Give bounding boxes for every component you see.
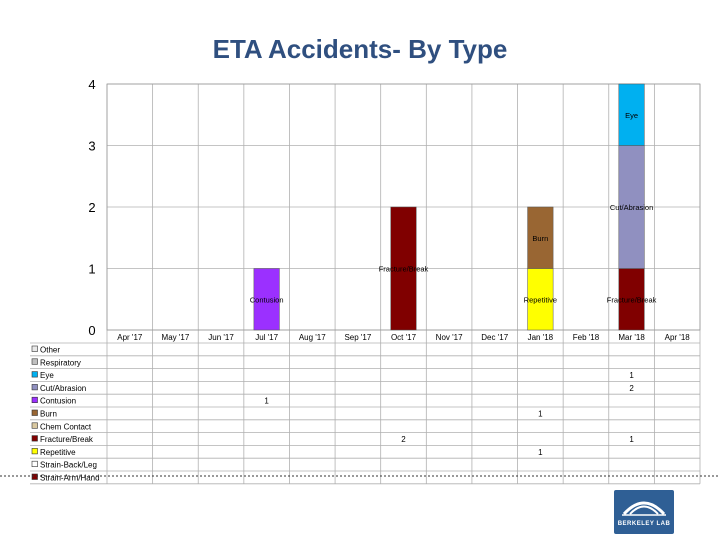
lab-building-icon <box>622 501 666 516</box>
y-tick-label: 2 <box>88 200 95 215</box>
berkeley-lab-logo: BERKELEY LAB <box>614 490 674 534</box>
bar-segment <box>390 206 417 331</box>
legend-label: Other <box>40 346 60 355</box>
table-cell-value: 2 <box>401 435 406 444</box>
logo-text: BERKELEY LAB <box>617 521 671 527</box>
chart-title: ETA Accidents- By Type <box>212 34 508 64</box>
table-cell-value: 1 <box>538 448 543 457</box>
legend-label: Respiratory <box>40 358 81 367</box>
x-tick-label: Feb '18 <box>573 333 600 342</box>
bar-annotation: Contusion <box>250 295 284 304</box>
x-tick-label: Sep '17 <box>344 333 371 342</box>
legend-label: Contusion <box>40 397 76 406</box>
legend-label: Burn <box>40 410 57 419</box>
bar-annotation: Cut/Abrasion <box>610 203 653 212</box>
x-tick-label: Mar '18 <box>618 333 645 342</box>
legend-label: Strain-Back/Leg <box>40 461 97 470</box>
bar-annotation: Fracture/Break <box>607 295 657 304</box>
bar-segment <box>618 268 645 331</box>
y-tick-label: 4 <box>88 77 95 92</box>
y-tick-label: 0 <box>88 323 95 338</box>
legend-label: Eye <box>40 371 54 380</box>
table-cell-value: 1 <box>629 435 634 444</box>
legend-swatch <box>31 345 38 352</box>
y-tick-label: 3 <box>88 139 95 154</box>
table-cell-value: 1 <box>264 397 269 406</box>
table-cell-value: 2 <box>629 384 634 393</box>
legend-swatch <box>31 473 38 480</box>
table-cell-value: 1 <box>629 371 634 380</box>
y-tick-label: 1 <box>88 262 95 277</box>
legend-swatch <box>31 396 38 404</box>
legend-swatch <box>31 358 38 365</box>
bar-annotation: Burn <box>532 234 548 243</box>
bar-segment <box>618 145 645 269</box>
legend-swatch <box>31 422 38 429</box>
legend-swatch <box>31 435 38 442</box>
legend-label: Chem Contact <box>40 422 92 431</box>
x-tick-label: Apr '18 <box>665 333 691 342</box>
legend-swatch <box>31 371 38 378</box>
x-tick-label: Aug '17 <box>299 333 326 342</box>
legend-swatch <box>31 384 38 391</box>
x-tick-label: Jul '17 <box>255 333 278 342</box>
legend-label: Repetitive <box>40 448 76 457</box>
bar-annotation: Fracture/Break <box>379 265 429 274</box>
x-tick-label: Apr '17 <box>117 333 143 342</box>
legend-swatch <box>31 460 38 468</box>
x-tick-label: Dec '17 <box>481 333 508 342</box>
bar-annotation: Repetitive <box>524 295 557 304</box>
x-tick-label: Oct '17 <box>391 333 417 342</box>
bar-segment <box>527 206 554 269</box>
legend-label: Strain-Arm/Hand <box>40 474 100 483</box>
x-tick-label: Nov '17 <box>436 333 463 342</box>
legend-label: Fracture/Break <box>40 435 94 444</box>
bar-annotation: Eye <box>625 111 638 120</box>
legend-label: Cut/Abrasion <box>40 384 86 393</box>
x-tick-label: Jun '17 <box>208 333 234 342</box>
table-cell-value: 1 <box>538 410 543 419</box>
legend-swatch <box>31 448 38 455</box>
bar-segment <box>618 83 645 146</box>
bar-segment <box>527 268 554 331</box>
legend-swatch <box>31 409 38 416</box>
x-tick-label: May '17 <box>162 333 190 342</box>
x-tick-label: Jan '18 <box>528 333 554 342</box>
bar-segment <box>253 268 280 331</box>
